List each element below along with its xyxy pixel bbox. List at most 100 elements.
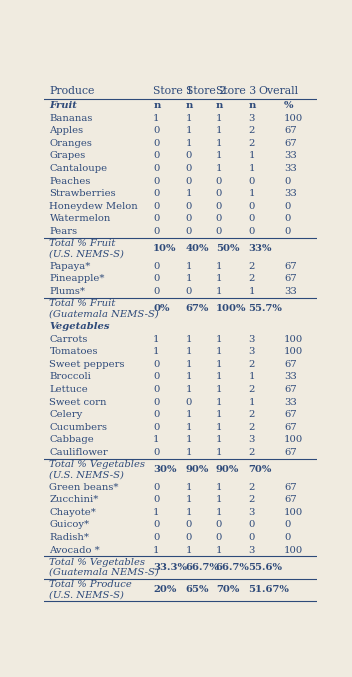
Text: 0: 0 [153,202,159,211]
Text: 1: 1 [216,410,222,419]
Text: 2: 2 [249,274,255,283]
Text: 1: 1 [216,385,222,394]
Text: n: n [216,101,223,110]
Text: 0: 0 [249,202,255,211]
Text: Tomatoes: Tomatoes [49,347,98,356]
Text: 70%: 70% [249,465,272,475]
Text: 0: 0 [284,215,290,223]
Text: 67: 67 [284,448,297,457]
Text: 0: 0 [216,202,222,211]
Text: 0: 0 [249,227,255,236]
Text: Apples: Apples [49,126,83,135]
Text: 2: 2 [249,385,255,394]
Text: 1: 1 [186,189,192,198]
Text: 0: 0 [186,164,192,173]
Text: 3: 3 [249,435,255,444]
Text: 2: 2 [249,262,255,271]
Text: 1: 1 [186,435,192,444]
Text: 0: 0 [153,397,159,407]
Text: 1: 1 [216,274,222,283]
Text: 0: 0 [153,385,159,394]
Text: Store 2: Store 2 [186,86,226,96]
Text: (U.S. NEMS-S): (U.S. NEMS-S) [49,590,124,599]
Text: 1: 1 [216,359,222,369]
Text: 1: 1 [216,546,222,554]
Text: 20%: 20% [153,586,176,594]
Text: 3: 3 [249,347,255,356]
Text: 1: 1 [186,359,192,369]
Text: Total % Vegetables: Total % Vegetables [49,460,145,469]
Text: 33.3%: 33.3% [153,563,187,572]
Text: 2: 2 [249,359,255,369]
Text: 2: 2 [249,496,255,504]
Text: 3: 3 [249,508,255,517]
Text: 1: 1 [153,508,159,517]
Text: 0: 0 [186,521,192,529]
Text: 0: 0 [186,152,192,160]
Text: 1: 1 [186,410,192,419]
Text: 90%: 90% [186,465,209,475]
Text: 0: 0 [153,164,159,173]
Text: Sweet peppers: Sweet peppers [49,359,125,369]
Text: 1: 1 [249,372,255,381]
Text: 1: 1 [216,372,222,381]
Text: 67: 67 [284,359,297,369]
Text: 1: 1 [216,126,222,135]
Text: 0: 0 [153,521,159,529]
Text: 67%: 67% [186,304,209,313]
Text: Grapes: Grapes [49,152,86,160]
Text: 0: 0 [153,227,159,236]
Text: (U.S. NEMS-S): (U.S. NEMS-S) [49,471,124,479]
Text: Store 3: Store 3 [216,86,256,96]
Text: Pears: Pears [49,227,77,236]
Text: 0: 0 [153,177,159,185]
Text: 67: 67 [284,483,297,492]
Text: 1: 1 [216,347,222,356]
Text: 1: 1 [216,262,222,271]
Text: 0: 0 [216,521,222,529]
Text: Total % Fruit: Total % Fruit [49,299,116,309]
Text: 2: 2 [249,422,255,432]
Text: 30%: 30% [153,465,177,475]
Text: 0: 0 [284,521,290,529]
Text: 51.67%: 51.67% [249,586,289,594]
Text: n: n [186,101,193,110]
Text: 1: 1 [216,508,222,517]
Text: 0: 0 [249,215,255,223]
Text: 67: 67 [284,385,297,394]
Text: Total % Fruit: Total % Fruit [49,240,116,248]
Text: 0: 0 [153,139,159,148]
Text: 0: 0 [249,533,255,542]
Text: 0: 0 [284,227,290,236]
Text: 0: 0 [153,359,159,369]
Text: 1: 1 [216,448,222,457]
Text: 0: 0 [284,533,290,542]
Text: 67: 67 [284,422,297,432]
Text: 100: 100 [284,347,303,356]
Text: Plums*: Plums* [49,287,86,296]
Text: 1: 1 [249,287,255,296]
Text: Radish*: Radish* [49,533,89,542]
Text: Watermelon: Watermelon [49,215,111,223]
Text: Cucumbers: Cucumbers [49,422,107,432]
Text: 1: 1 [186,546,192,554]
Text: 10%: 10% [153,244,177,253]
Text: 100: 100 [284,114,303,123]
Text: 0: 0 [216,189,222,198]
Text: 66.7%: 66.7% [216,563,250,572]
Text: 1: 1 [186,274,192,283]
Text: 0: 0 [153,448,159,457]
Text: 1: 1 [186,126,192,135]
Text: Guicoy*: Guicoy* [49,521,89,529]
Text: 33: 33 [284,397,297,407]
Text: 1: 1 [216,114,222,123]
Text: 1: 1 [186,448,192,457]
Text: 0: 0 [216,533,222,542]
Text: Total % Vegetables: Total % Vegetables [49,559,145,567]
Text: 1: 1 [216,435,222,444]
Text: 1: 1 [186,508,192,517]
Text: 70%: 70% [216,586,239,594]
Text: 2: 2 [249,410,255,419]
Text: Vegetables: Vegetables [49,322,110,331]
Text: 1: 1 [186,372,192,381]
